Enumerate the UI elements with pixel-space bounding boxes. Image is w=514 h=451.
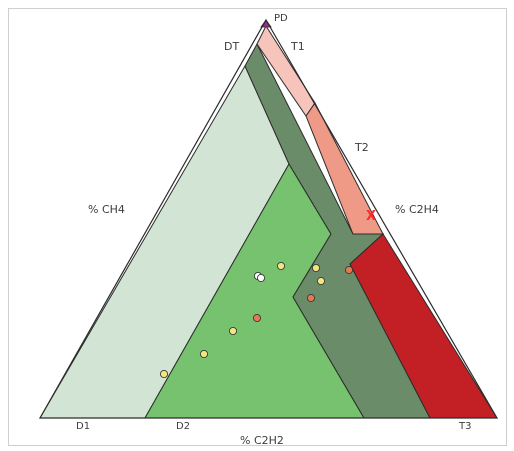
label-t2: T2	[354, 141, 369, 154]
label-t3: T3	[458, 421, 471, 432]
sample-point	[344, 265, 354, 275]
label-pd: PD	[274, 13, 288, 24]
sample-point	[256, 273, 266, 283]
sample-point	[228, 326, 238, 336]
sample-point	[199, 349, 209, 359]
sample-point	[311, 263, 321, 273]
label-c2h2-axis: % C2H2	[240, 434, 284, 447]
label-t1: T1	[290, 40, 305, 53]
sample-point	[252, 313, 262, 323]
sample-point	[159, 369, 169, 379]
sample-point	[316, 276, 326, 286]
label-d2: D2	[176, 421, 190, 432]
sample-point	[306, 293, 316, 303]
label-d1: D1	[76, 421, 90, 432]
label-c2h4-axis: % C2H4	[395, 203, 439, 216]
label-dt: DT	[224, 40, 239, 53]
label-ch4-axis: % CH4	[88, 203, 125, 216]
sample-point	[276, 261, 286, 271]
x-marker: X	[366, 209, 376, 224]
triangle-outline	[38, 18, 499, 419]
